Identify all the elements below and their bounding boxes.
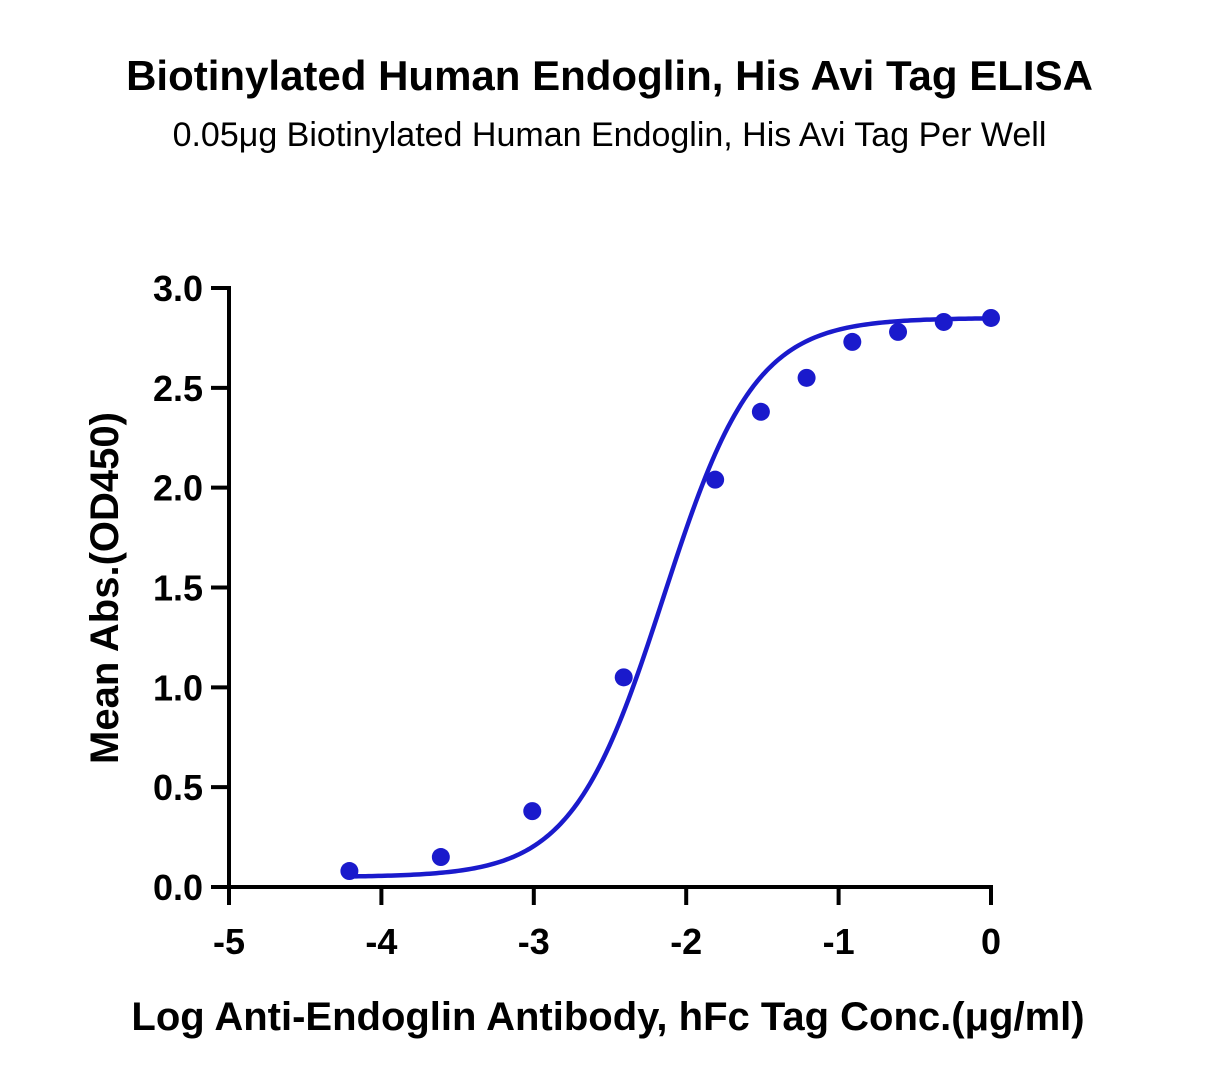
x-tick-label: -2 [670, 921, 702, 962]
x-axis-label: Log Anti-Endoglin Antibody, hFc Tag Conc… [131, 995, 1084, 1039]
data-points-group [340, 308, 1000, 881]
axes-group: 0.0 0.5 1.0 1.5 2.0 2.5 3.0 -5 -4 -3 -2 -1 0 [153, 268, 1001, 962]
data-point [523, 802, 542, 821]
data-point [797, 368, 816, 387]
data-point [843, 332, 862, 351]
data-point [340, 862, 359, 881]
chart-title: Biotinylated Human Endoglin, His Avi Tag… [126, 52, 1093, 99]
fit-curve-line [349, 316, 992, 879]
data-point [706, 470, 725, 489]
y-tick-label: 2.0 [153, 468, 203, 509]
y-tick-label: 0.5 [153, 767, 203, 808]
x-tick-label: -4 [365, 921, 397, 962]
data-point [431, 848, 450, 867]
data-point [982, 308, 1000, 327]
x-tick-label: -1 [823, 921, 855, 962]
y-tick-label: 1.5 [153, 568, 203, 609]
data-point [751, 402, 770, 421]
data-point [889, 322, 908, 341]
y-tick-label: 3.0 [153, 268, 203, 309]
x-tick-label: 0 [981, 921, 1001, 962]
data-point [614, 668, 633, 687]
y-tick-label: 0.0 [153, 867, 203, 908]
x-tick-label: -3 [518, 921, 550, 962]
y-axis-label: Mean Abs.(OD450) [83, 412, 127, 764]
data-point [934, 312, 953, 331]
y-tick-label: 2.5 [153, 368, 203, 409]
fit-curve-group [349, 316, 992, 879]
chart-subtitle: 0.05μg Biotinylated Human Endoglin, His … [172, 116, 1047, 154]
y-tick-label: 1.0 [153, 667, 203, 708]
x-tick-label: -5 [213, 921, 245, 962]
